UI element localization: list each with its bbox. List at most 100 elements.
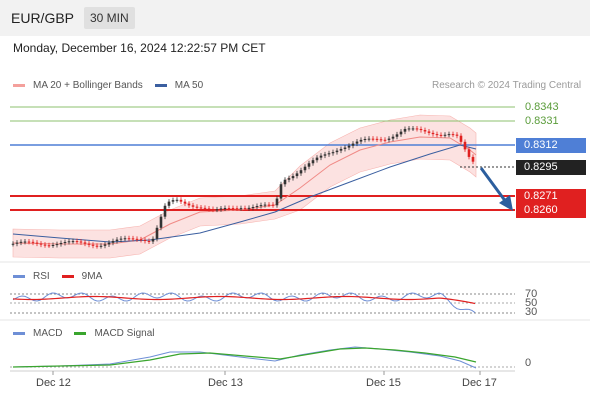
candle-body: [67, 241, 71, 243]
candle-body: [387, 138, 391, 140]
macd-zero-label: 0: [525, 357, 532, 369]
candles: [11, 125, 475, 249]
candle-body: [415, 128, 419, 130]
symbol-label: EUR/GBP: [11, 10, 75, 26]
candle-body: [79, 241, 83, 243]
candle-body: [259, 205, 263, 207]
candle-body: [467, 149, 471, 157]
x-label-dec17: Dec 17: [462, 377, 497, 389]
candle-body: [243, 208, 247, 210]
candle-body: [203, 207, 207, 209]
candle-body: [383, 139, 387, 141]
candle-body: [215, 209, 219, 211]
main-legend: MA 20 + Bollinger Bands MA 50: [13, 80, 215, 91]
copyright-text: Research © 2024 Trading Central: [432, 80, 582, 91]
candle-body: [275, 198, 279, 206]
candle-body: [51, 245, 55, 247]
candle-body: [327, 153, 331, 155]
candle-body: [167, 201, 171, 206]
candle-body: [191, 205, 195, 207]
candle-body: [183, 201, 187, 204]
candle-body: [239, 208, 243, 210]
resistance-2-label: 0.8343: [525, 101, 559, 113]
candle-body: [411, 128, 415, 130]
candle-body: [55, 244, 59, 246]
bollinger-bands: [12, 114, 477, 259]
candle-body: [335, 150, 339, 153]
candle-body: [147, 241, 151, 243]
candle-body: [391, 136, 395, 139]
rsi-30-label: 30: [525, 306, 538, 318]
candle-body: [403, 128, 407, 132]
candle-body: [339, 148, 343, 151]
rsi-ma-line: [12, 295, 476, 305]
candle-body: [231, 208, 235, 210]
timeframe-selector[interactable]: 30 MIN: [84, 7, 135, 29]
support-1-badge: 0.8271: [516, 189, 586, 204]
candle-body: [471, 156, 475, 162]
candle-body: [75, 241, 79, 243]
rsi-70-label: 70: [525, 288, 538, 300]
macd-swatch-icon: [13, 332, 25, 335]
ma20-line: [12, 136, 477, 245]
support-2-badge: 0.8260: [516, 203, 586, 218]
candle-body: [87, 243, 91, 245]
resistance-1-label: 0.8331: [525, 115, 559, 127]
candle-body: [315, 157, 319, 161]
candle-body: [131, 238, 135, 240]
candle-body: [319, 155, 323, 158]
current-price-badge: 0.8295: [516, 160, 586, 175]
candle-body: [207, 208, 211, 210]
candle-body: [431, 132, 435, 135]
legend-ma20-label: MA 20 + Bollinger Bands: [33, 80, 143, 91]
candle-body: [271, 204, 275, 206]
candle-body: [43, 244, 47, 246]
candle-body: [311, 160, 315, 164]
candle-body: [179, 199, 183, 202]
candle-body: [363, 139, 367, 141]
candle-body: [283, 179, 287, 185]
candle-body: [263, 204, 267, 206]
candle-body: [427, 131, 431, 133]
rsi-swatch-icon: [13, 275, 25, 278]
candle-body: [343, 147, 347, 149]
legend-macd-label: MACD: [33, 328, 63, 339]
candle-body: [63, 241, 67, 243]
candle-body: [27, 241, 31, 243]
candle-body: [395, 134, 399, 137]
legend-rsi-ma-label: 9MA: [81, 271, 103, 282]
candle-body: [159, 216, 163, 228]
ma50-line: [12, 144, 477, 243]
candle-body: [219, 208, 223, 210]
candle-body: [39, 243, 43, 245]
candle-body: [195, 206, 199, 208]
candle-body: [299, 170, 303, 174]
rsi-ma-swatch-icon: [61, 275, 74, 278]
candle-body: [171, 200, 175, 202]
candle-body: [19, 241, 23, 243]
candle-body: [455, 134, 459, 136]
candle-body: [111, 241, 115, 243]
candle-body: [107, 242, 111, 245]
ma20-swatch-icon: [13, 84, 25, 87]
candle-body: [199, 207, 203, 209]
legend-macd-signal-label: MACD Signal: [94, 328, 155, 339]
candle-body: [119, 238, 123, 240]
candle-body: [91, 244, 95, 246]
macd-legend: MACD MACD Signal: [13, 328, 166, 339]
candle-body: [115, 239, 119, 242]
candle-body: [83, 242, 87, 244]
x-label-dec15: Dec 15: [366, 377, 401, 389]
rsi-legend: RSI 9MA: [13, 271, 114, 282]
macd-signal-line: [12, 347, 477, 368]
candle-body: [355, 141, 359, 144]
candle-body: [211, 208, 215, 210]
bollinger-band-area: [12, 114, 477, 259]
forecast-arrow-icon: [479, 167, 513, 211]
candle-body: [443, 134, 447, 136]
candle-body: [151, 238, 155, 242]
candle-body: [447, 134, 451, 136]
candle-body: [15, 242, 19, 244]
candle-body: [463, 141, 467, 150]
